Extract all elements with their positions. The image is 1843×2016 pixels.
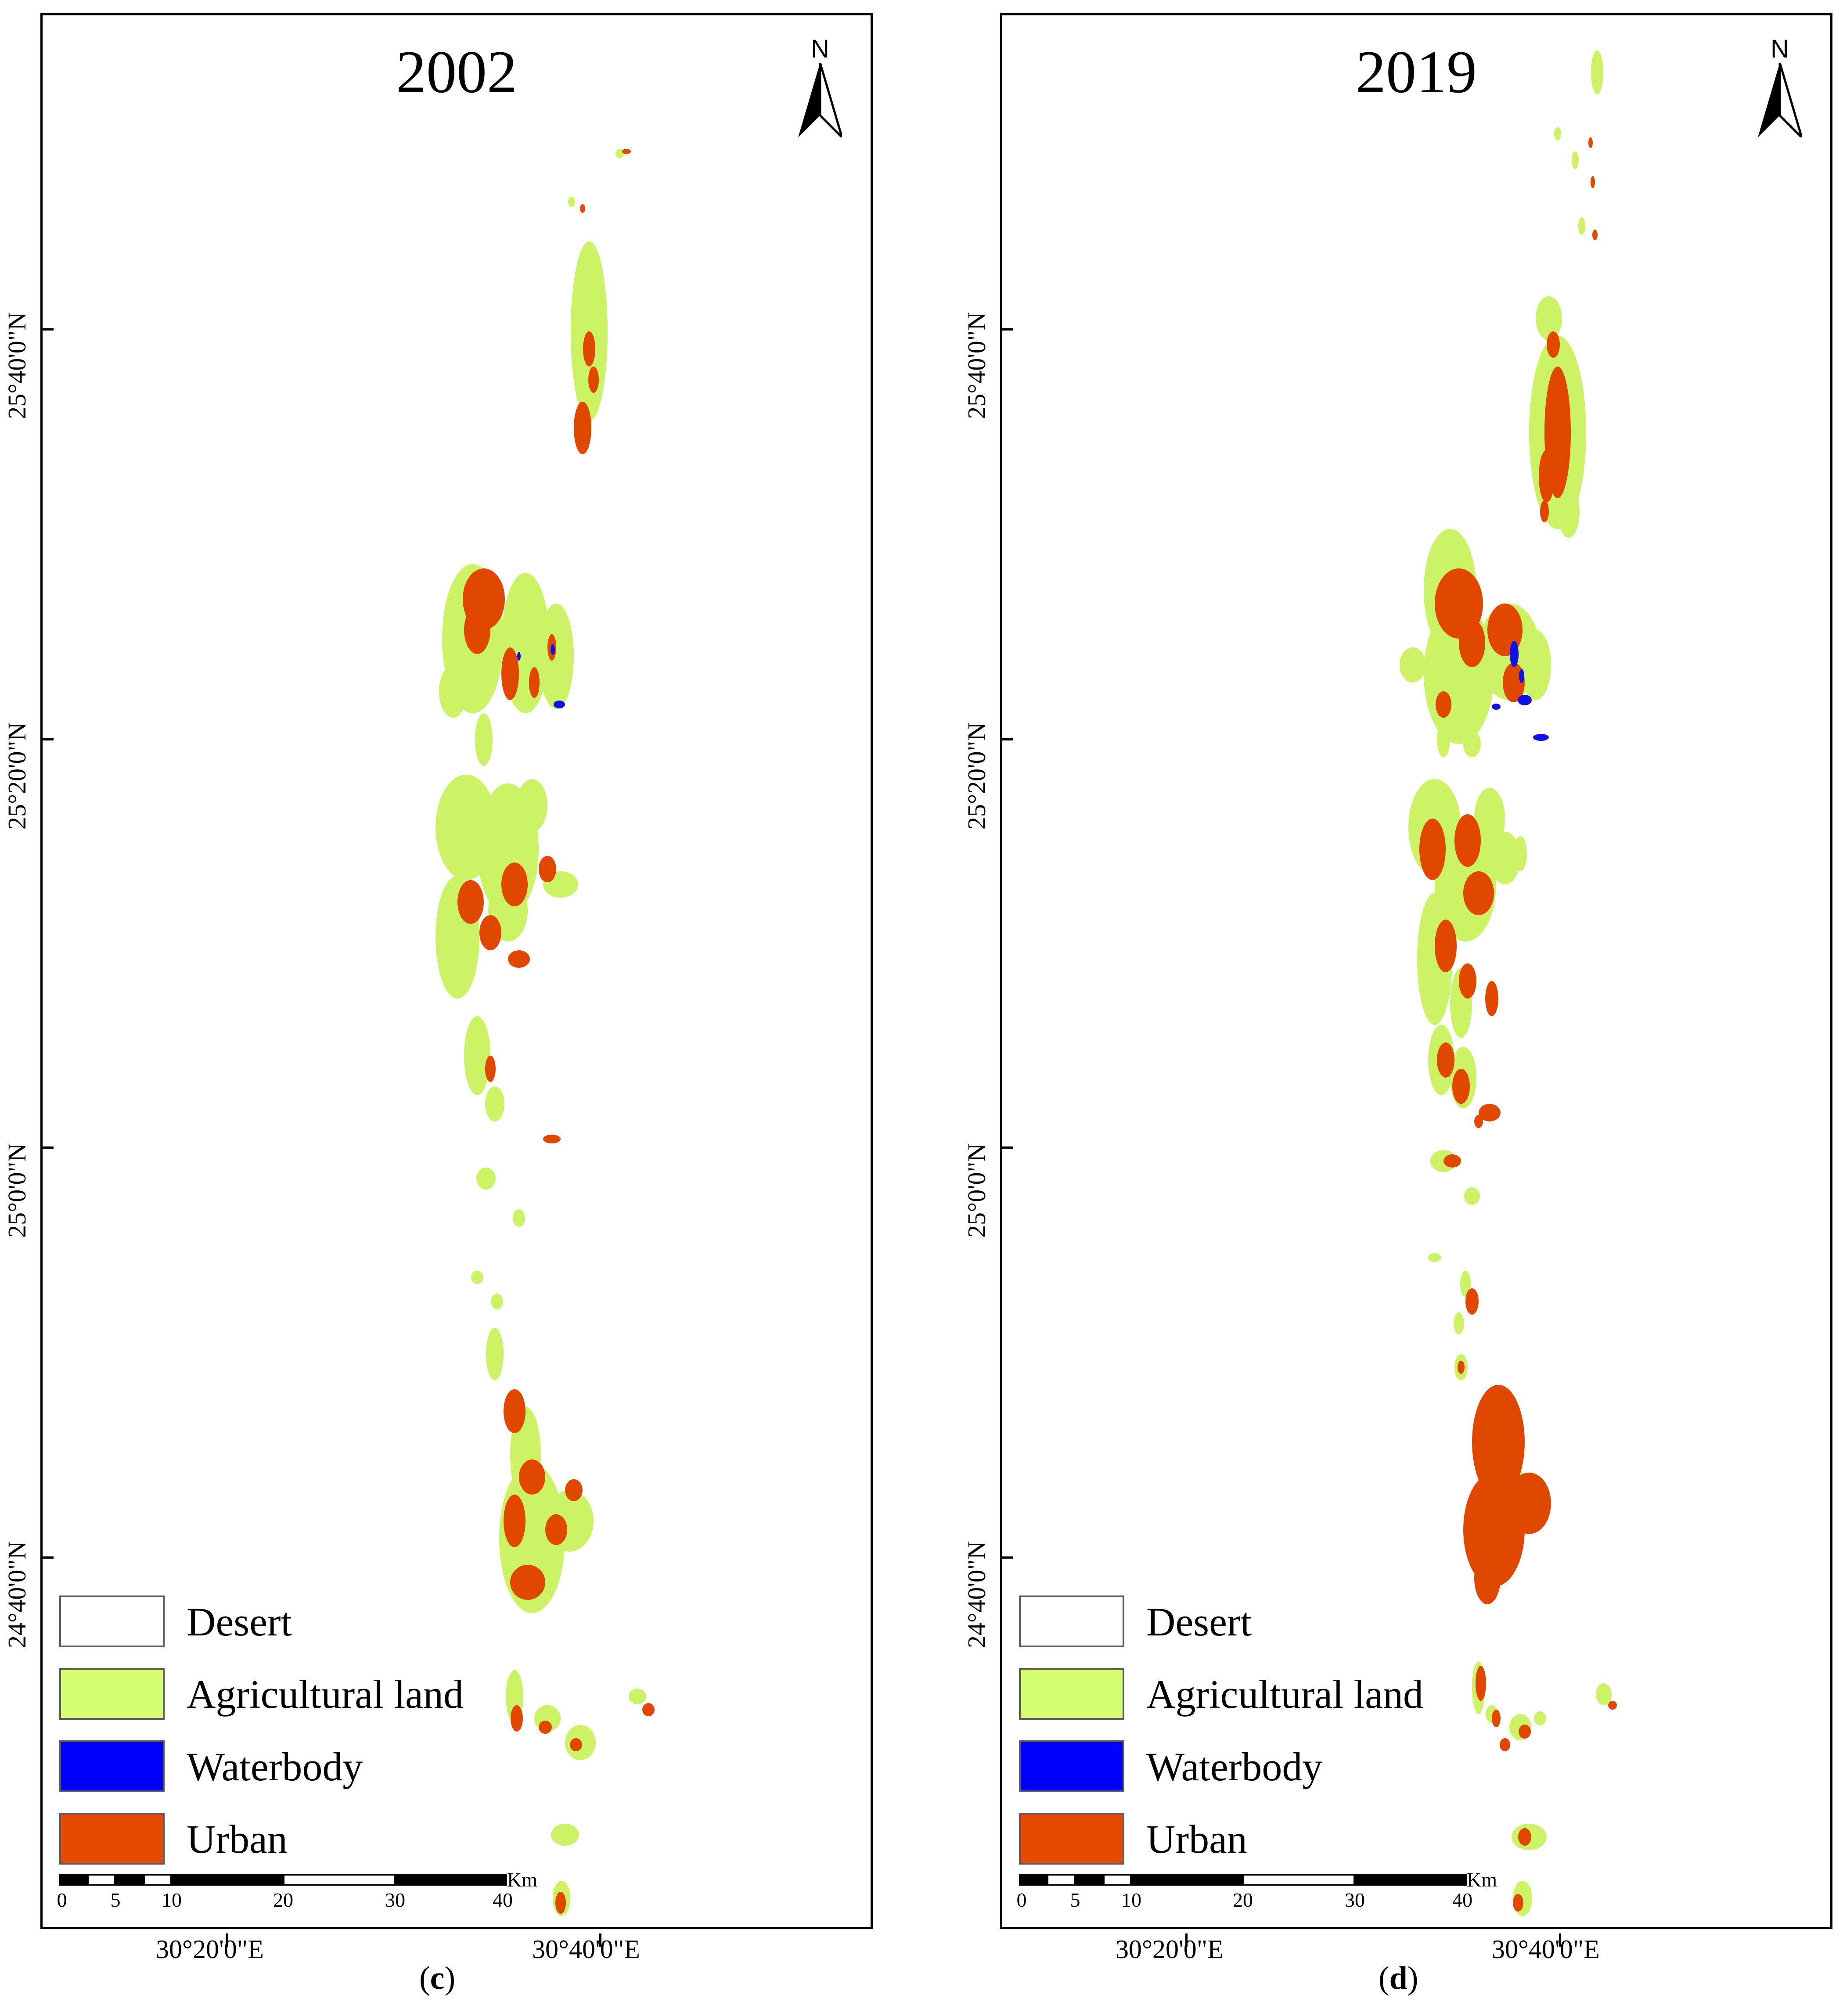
waterbody-patches xyxy=(517,644,565,708)
lat-tick xyxy=(40,328,54,331)
scale-label: 0 xyxy=(57,1889,67,1911)
scale-label: 40 xyxy=(1452,1889,1472,1911)
scale-label: 40 xyxy=(493,1889,513,1911)
legend-label: Agricultural land xyxy=(1146,1672,1424,1717)
north-arrow-icon xyxy=(1758,63,1802,137)
legend-item-desert: Desert xyxy=(59,1596,542,1648)
legend-label: Urban xyxy=(1146,1817,1247,1861)
legend-label: Waterbody xyxy=(1146,1744,1323,1789)
longitude-label: 30°40'0"E xyxy=(1492,1935,1600,1964)
scale-segment xyxy=(115,1874,144,1886)
legend-swatch xyxy=(59,1740,165,1792)
agricultural-land-patches xyxy=(436,149,646,1916)
legend-item-urban: Urban xyxy=(59,1813,542,1865)
legend-label: Agricultural land xyxy=(187,1672,464,1717)
scale-segment xyxy=(59,1874,87,1886)
scale-label: 30 xyxy=(1345,1889,1365,1911)
scale-label: 10 xyxy=(1121,1889,1141,1911)
land-cover-map xyxy=(436,149,655,1916)
legend-swatch xyxy=(1019,1813,1124,1865)
scale-label: 0 xyxy=(1016,1889,1027,1911)
scale-segment xyxy=(1355,1874,1467,1886)
legend-label: Waterbody xyxy=(187,1744,363,1789)
legend-label: Urban xyxy=(187,1817,288,1861)
scale-segment xyxy=(87,1874,115,1886)
panel-caption-letter: d xyxy=(1389,1960,1407,1996)
scale-segment xyxy=(1243,1874,1355,1886)
legend-label: Desert xyxy=(187,1599,292,1644)
longitude-label: 30°20'0"E xyxy=(156,1935,264,1964)
north-arrow-label: N xyxy=(1771,35,1789,63)
panel-caption-letter: c xyxy=(430,1960,445,1996)
scale-label: 5 xyxy=(110,1889,121,1911)
scale-segment xyxy=(1075,1874,1103,1886)
lon-tick xyxy=(1559,1933,1561,1947)
scale-unit: Km xyxy=(1467,1869,1497,1891)
lat-tick xyxy=(40,1146,54,1149)
scale-segment xyxy=(283,1874,395,1886)
map-panel-2002: 2002 N xyxy=(3,13,873,1947)
legend-item-waterbody: Waterbody xyxy=(59,1740,542,1793)
lon-tick xyxy=(226,1933,228,1947)
scale-label: 10 xyxy=(162,1889,182,1911)
panel-caption: (d) xyxy=(1379,1960,1418,1996)
latitude-label: 25°0'0"N xyxy=(3,1143,31,1238)
latitude-label: 25°40'0"N xyxy=(3,312,31,419)
scale-label: 20 xyxy=(1233,1889,1253,1911)
legend-item-urban: Urban xyxy=(1019,1813,1502,1865)
map-year-title: 2019 xyxy=(1356,38,1477,105)
lat-tick xyxy=(40,738,54,740)
legend-swatch xyxy=(1019,1596,1124,1647)
legend-swatch xyxy=(59,1668,165,1720)
scale-segment xyxy=(1131,1874,1243,1886)
latitude-label: 24°40'0"N xyxy=(3,1541,31,1648)
map-panel-2019: 2019 N xyxy=(962,13,1832,1947)
lat-tick xyxy=(1000,738,1013,740)
lat-tick xyxy=(1000,1556,1013,1559)
legend-label: Desert xyxy=(1146,1599,1252,1644)
panel-caption: (c) xyxy=(419,1960,456,1996)
scale-unit: Km xyxy=(507,1869,537,1891)
latitude-label: 25°20'0"N xyxy=(3,722,31,830)
legend-item-agricultural-land: Agricultural land xyxy=(59,1668,542,1721)
scale-segment xyxy=(395,1874,507,1886)
legend-item-agricultural-land: Agricultural land xyxy=(1019,1668,1502,1721)
scale-bar: 0 5 10 20 30 40 Km xyxy=(57,1870,538,1914)
legend-swatch xyxy=(1019,1740,1124,1792)
urban-patches xyxy=(1419,137,1617,1912)
legend-swatch xyxy=(1019,1668,1124,1720)
legend-swatch xyxy=(59,1596,165,1647)
map-year-title: 2002 xyxy=(396,38,517,105)
north-arrow-label: N xyxy=(811,35,829,63)
scale-segment xyxy=(1019,1874,1047,1886)
longitude-label: 30°20'0"E xyxy=(1116,1935,1224,1964)
scale-label: 20 xyxy=(273,1889,293,1911)
lon-tick xyxy=(1185,1933,1188,1947)
urban-patches xyxy=(457,149,655,1914)
latitude-label: 24°40'0"N xyxy=(962,1541,991,1648)
scale-segment xyxy=(1103,1874,1131,1886)
lat-tick xyxy=(40,1556,54,1559)
scale-segment xyxy=(172,1874,283,1886)
legend-swatch xyxy=(59,1813,165,1865)
scale-segment xyxy=(1047,1874,1075,1886)
lon-tick xyxy=(599,1933,601,1947)
scale-bar: 0 5 10 20 30 40 Km xyxy=(1016,1870,1497,1914)
legend-item-waterbody: Waterbody xyxy=(1019,1740,1502,1793)
scale-segment xyxy=(144,1874,172,1886)
land-cover-map xyxy=(1400,50,1617,1916)
latitude-label: 25°0'0"N xyxy=(962,1143,991,1238)
scale-label: 5 xyxy=(1070,1889,1080,1911)
longitude-label: 30°40'0"E xyxy=(532,1935,640,1964)
north-arrow: N xyxy=(798,36,842,137)
lat-tick xyxy=(1000,328,1013,331)
latitude-label: 25°20'0"N xyxy=(962,722,991,830)
north-arrow-icon xyxy=(798,63,842,137)
latitude-label: 25°40'0"N xyxy=(962,312,991,419)
legend-item-desert: Desert xyxy=(1019,1596,1502,1648)
lat-tick xyxy=(1000,1146,1013,1149)
scale-label: 30 xyxy=(385,1889,405,1911)
north-arrow: N xyxy=(1758,36,1802,137)
waterbody-patches xyxy=(1492,641,1549,741)
